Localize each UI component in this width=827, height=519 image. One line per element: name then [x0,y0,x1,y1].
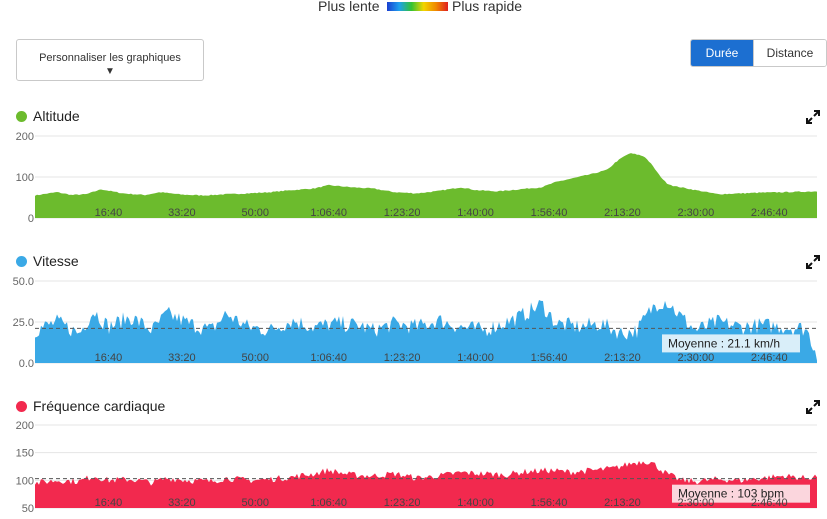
y-tick-label: 100 [16,172,34,184]
altitude-title: Altitude [33,108,80,124]
x-tick-label: 16:40 [95,497,123,509]
expand-icon[interactable] [806,110,820,124]
expand-icon[interactable] [806,255,820,269]
x-tick-label: 2:30:00 [677,497,714,509]
speed-color-dot [16,255,27,267]
speed-title: Vitesse [33,253,79,269]
speed-chart: 0.0 25.0 50.0 Moyenne : 21.1 km/h 16:40 33:20… [13,276,817,370]
altitude-area [35,153,817,218]
y-tick-label: 0 [28,213,34,225]
distance-toggle-button[interactable]: Distance [753,40,826,66]
x-tick-label: 1:56:40 [531,497,568,509]
legend-fast-label: Plus rapide [452,0,523,14]
y-tick-label: 25.0 [13,317,34,329]
x-tick-label: 1:56:40 [531,207,568,219]
expand-icon[interactable] [806,400,820,414]
y-tick-label: 200 [16,420,34,432]
x-tick-label: 1:40:00 [457,352,494,364]
speed-gradient-bar [387,2,448,11]
chevron-down-icon: ▼ [105,65,115,77]
speed-area [35,300,817,363]
y-tick-label: 0.0 [19,358,34,370]
x-tick-label: 2:13:20 [604,497,641,509]
altitude-chart: 0 100 200 16:40 33:20 50:00 1:06:40 1:23:20 1:40… [16,131,817,225]
average-label: Moyenne : 103 bpm [678,487,784,501]
average-label-box [662,334,800,353]
y-tick-label: 150 [16,448,34,460]
x-tick-label: 16:40 [95,352,123,364]
x-tick-label: 1:06:40 [310,352,347,364]
x-tick-label: 2:13:20 [604,207,641,219]
heart-rate-color-dot [16,400,27,412]
heart-rate-title: Fréquence cardiaque [33,398,166,414]
x-tick-label: 50:00 [242,497,270,509]
y-tick-label: 100 [16,475,34,487]
x-axis-mode-toggle: Durée Distance [690,39,827,67]
y-tick-label: 200 [16,131,34,143]
x-tick-label: 2:30:00 [677,207,714,219]
x-tick-label: 2:46:40 [751,497,788,509]
x-tick-label: 2:30:00 [677,352,714,364]
customize-charts-label: Personnaliser les graphiques [39,51,181,64]
panel-title: Altitude [16,108,80,124]
average-label-box [672,484,810,503]
x-tick-label: 1:23:20 [384,207,421,219]
speed-color-legend: Plus lente Plus rapide [0,0,827,16]
x-tick-label: 2:46:40 [751,207,788,219]
average-label: Moyenne : 21.1 km/h [668,336,780,350]
x-tick-label: 1:40:00 [457,207,494,219]
x-tick-label: 1:56:40 [531,352,568,364]
x-tick-label: 50:00 [242,207,270,219]
altitude-color-dot [16,110,27,122]
x-tick-label: 1:06:40 [310,497,347,509]
x-tick-label: 1:23:20 [384,497,421,509]
y-tick-label: 50.0 [13,276,34,288]
panel-title: Fréquence cardiaque [16,398,165,414]
x-tick-label: 2:13:20 [604,352,641,364]
x-tick-label: 33:20 [168,352,196,364]
y-tick-label: 50 [22,503,34,515]
heart-rate-chart: 50 100 150 200 Moyenne : 103 bpm 16:40 33:20 50… [16,420,817,515]
x-tick-label: 50:00 [242,352,270,364]
x-tick-label: 33:20 [168,207,196,219]
panel-title: Vitesse [16,253,79,269]
heart-rate-area [35,460,817,508]
x-tick-label: 1:23:20 [384,352,421,364]
customize-charts-button[interactable]: Personnaliser les graphiques ▼ [16,39,204,81]
x-tick-label: 2:46:40 [751,352,788,364]
x-tick-label: 16:40 [95,207,123,219]
x-tick-label: 33:20 [168,497,196,509]
x-tick-label: 1:40:00 [457,497,494,509]
legend-slow-label: Plus lente [318,0,380,14]
x-tick-label: 1:06:40 [310,207,347,219]
duration-toggle-button[interactable]: Durée [691,40,753,66]
